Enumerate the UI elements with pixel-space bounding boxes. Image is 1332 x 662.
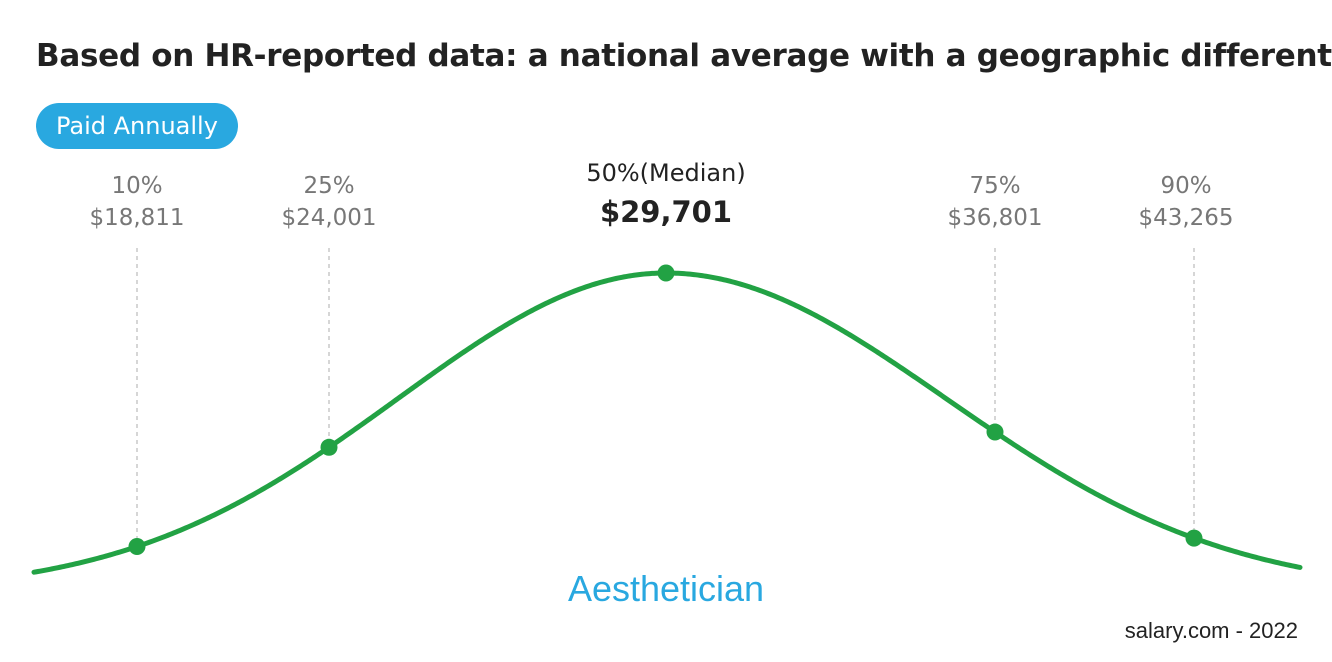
pay-period-badge: Paid Annually xyxy=(36,103,238,149)
job-title: Aesthetician xyxy=(567,568,765,609)
percentile-10-name: 10% xyxy=(111,173,163,199)
percentile-10-label: 10% $18,811 xyxy=(89,170,184,234)
percentile-25-label: 25% $24,001 xyxy=(281,170,376,234)
percentile-90-name: 90% xyxy=(1160,173,1212,199)
median-label: 50%(Median) $29,701 xyxy=(586,158,745,232)
percentile-90-value: $43,265 xyxy=(1138,205,1234,231)
percentile-75-name: 75% xyxy=(969,173,1021,199)
percentile-10-value: $18,811 xyxy=(89,205,185,231)
percentile-point-75 xyxy=(986,423,1004,441)
percentile-90-label: 90% $43,265 xyxy=(1138,170,1233,234)
percentile-point-25 xyxy=(320,438,338,456)
percentile-75-value: $36,801 xyxy=(947,205,1043,231)
percentile-point-50 xyxy=(657,264,675,282)
median-value: $29,701 xyxy=(599,195,733,229)
percentile-point-90 xyxy=(1185,529,1203,547)
percentile-25-name: 25% xyxy=(303,173,355,199)
median-name: 50%(Median) xyxy=(586,159,746,187)
distribution-curve xyxy=(31,270,1303,575)
percentile-25-value: $24,001 xyxy=(281,205,377,231)
percentile-point-10 xyxy=(128,538,146,556)
percentile-75-label: 75% $36,801 xyxy=(947,170,1042,234)
source-credit: salary.com - 2022 xyxy=(1124,618,1298,643)
chart-title: Based on HR-reported data: a national av… xyxy=(36,38,1332,74)
